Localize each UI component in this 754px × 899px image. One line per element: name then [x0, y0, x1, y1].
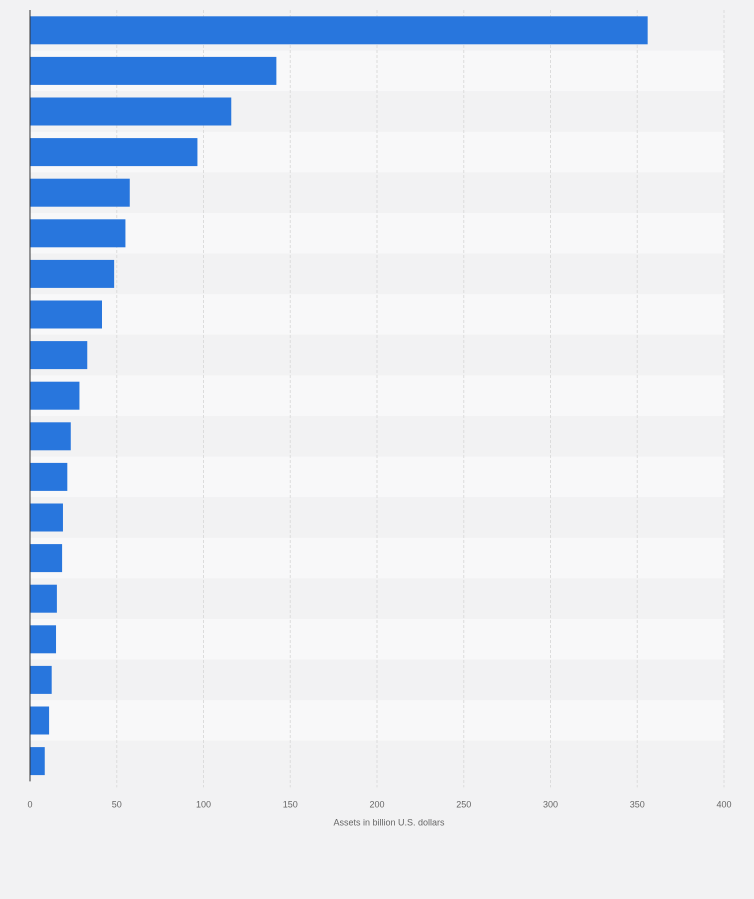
- bar[interactable]: [30, 16, 648, 45]
- x-tick-label: 350: [630, 799, 645, 809]
- bar[interactable]: [30, 747, 45, 776]
- x-tick-label: 100: [196, 799, 211, 809]
- x-tick-label: 0: [27, 799, 32, 809]
- bar[interactable]: [30, 259, 115, 288]
- bar[interactable]: [30, 381, 80, 410]
- row-band: [30, 253, 724, 295]
- bar[interactable]: [30, 544, 63, 573]
- x-tick-label: 300: [543, 799, 558, 809]
- bar[interactable]: [30, 422, 71, 451]
- bar[interactable]: [30, 625, 57, 654]
- bars: [30, 16, 648, 776]
- bar[interactable]: [30, 219, 126, 248]
- bar[interactable]: [30, 665, 52, 694]
- bar[interactable]: [30, 462, 68, 491]
- bar[interactable]: [30, 584, 57, 613]
- x-axis-ticks: 0 50 100 150 200 250 300 350 400: [27, 799, 731, 809]
- gridlines: [116, 10, 725, 788]
- bar[interactable]: [30, 56, 277, 85]
- x-tick-label: 50: [112, 799, 122, 809]
- bar[interactable]: [30, 503, 63, 532]
- bar[interactable]: [30, 97, 232, 126]
- x-axis-title: Assets in billion U.S. dollars: [333, 817, 445, 827]
- x-tick-label: 250: [456, 799, 471, 809]
- x-tick-label: 200: [369, 799, 384, 809]
- bar[interactable]: [30, 300, 103, 329]
- bar[interactable]: [30, 138, 198, 167]
- bar[interactable]: [30, 341, 88, 370]
- bar[interactable]: [30, 706, 50, 735]
- bar[interactable]: [30, 178, 130, 207]
- x-tick-label: 150: [283, 799, 298, 809]
- x-tick-label: 400: [716, 799, 731, 809]
